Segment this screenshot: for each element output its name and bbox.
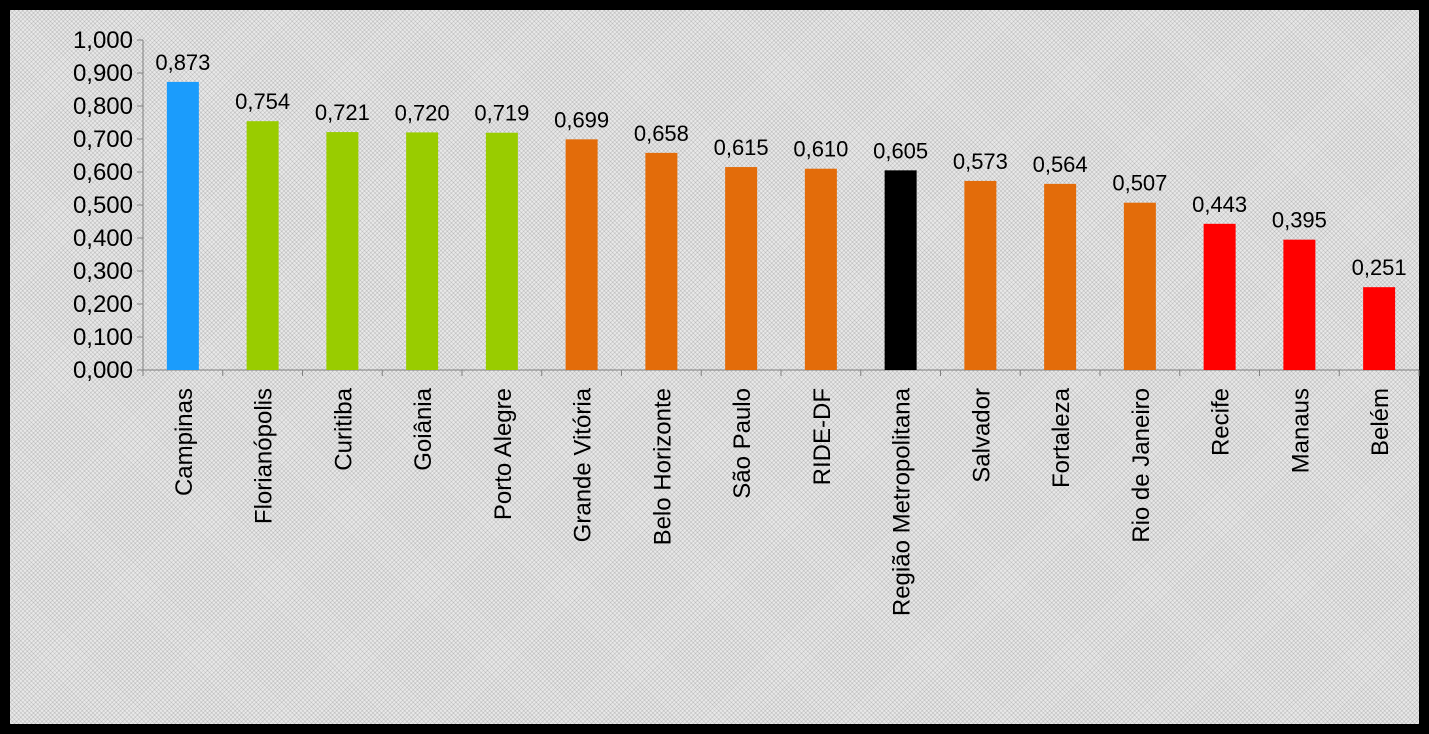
category-label: Curitiba bbox=[330, 387, 357, 470]
y-tick-label: 0,800 bbox=[73, 93, 133, 120]
bar bbox=[406, 132, 439, 370]
category-label: Campinas bbox=[171, 388, 198, 496]
chart-frame bbox=[10, 10, 1419, 724]
data-label: 0,251 bbox=[1352, 255, 1407, 280]
bar bbox=[246, 121, 279, 371]
category-label: São Paulo bbox=[729, 388, 756, 499]
data-label: 0,564 bbox=[1033, 152, 1088, 177]
bar bbox=[1044, 183, 1077, 370]
category-label: Recife bbox=[1208, 388, 1235, 456]
data-label: 0,699 bbox=[554, 107, 609, 132]
data-label: 0,605 bbox=[873, 138, 928, 163]
bars bbox=[166, 81, 1396, 371]
category-label: Goiânia bbox=[410, 387, 437, 470]
data-label: 0,719 bbox=[474, 101, 529, 126]
bar bbox=[1283, 239, 1316, 370]
bar bbox=[725, 167, 758, 370]
bar bbox=[565, 139, 598, 370]
y-tick-label: 1,000 bbox=[73, 27, 133, 54]
category-label: Belo Horizonte bbox=[649, 388, 676, 545]
y-tick-label: 0,700 bbox=[73, 126, 133, 153]
y-tick-label: 0,500 bbox=[73, 192, 133, 219]
category-label: Belém bbox=[1367, 388, 1394, 456]
data-label: 0,610 bbox=[793, 137, 848, 162]
category-label: Fortaleza bbox=[1048, 387, 1075, 488]
data-label: 0,720 bbox=[395, 100, 450, 125]
data-label: 0,615 bbox=[714, 135, 769, 160]
y-tick-label: 0,200 bbox=[73, 291, 133, 318]
data-label: 0,395 bbox=[1272, 208, 1327, 233]
data-label: 0,507 bbox=[1112, 171, 1167, 196]
bar bbox=[964, 180, 997, 370]
bar bbox=[326, 132, 359, 370]
data-label: 0,573 bbox=[953, 149, 1008, 174]
category-label: Manaus bbox=[1287, 388, 1314, 473]
bar bbox=[166, 81, 199, 370]
category-label: Florianópolis bbox=[251, 388, 278, 524]
data-labels: 0,873 0,754 0,721 0,720 0,719 0,699 0,658 0,615… bbox=[155, 50, 1406, 280]
bar bbox=[1363, 287, 1396, 370]
y-tick-label: 0,000 bbox=[73, 357, 133, 384]
data-label: 0,873 bbox=[155, 50, 210, 75]
x-axis bbox=[142, 369, 1420, 376]
category-label: Grande Vitória bbox=[570, 387, 597, 542]
bar bbox=[485, 132, 518, 370]
bar bbox=[1203, 223, 1236, 370]
category-label: RIDE-DF bbox=[809, 388, 836, 485]
y-tick-label: 0,600 bbox=[73, 159, 133, 186]
data-label: 0,754 bbox=[235, 89, 290, 114]
bar bbox=[1123, 202, 1156, 370]
y-tick-label: 0,100 bbox=[73, 324, 133, 351]
category-label: Porto Alegre bbox=[490, 388, 517, 520]
category-label: Rio de Janeiro bbox=[1128, 388, 1155, 543]
bar bbox=[804, 168, 837, 370]
y-tick-label: 0,300 bbox=[73, 258, 133, 285]
category-labels: Campinas Florianópolis Curitiba Goiânia Port… bbox=[171, 387, 1394, 616]
data-label: 0,658 bbox=[634, 121, 689, 146]
y-tick-label: 0,400 bbox=[73, 225, 133, 252]
y-tick-label: 0,900 bbox=[73, 60, 133, 87]
bar bbox=[645, 152, 678, 370]
category-label: Região Metropolitana bbox=[889, 387, 916, 616]
category-label: Salvador bbox=[968, 388, 995, 483]
data-label: 0,443 bbox=[1192, 192, 1247, 217]
data-label: 0,721 bbox=[315, 100, 370, 125]
y-axis: 0,000 0,100 0,200 0,300 0,400 0,500 0,600 0,700… bbox=[73, 27, 144, 384]
bar bbox=[884, 170, 917, 370]
